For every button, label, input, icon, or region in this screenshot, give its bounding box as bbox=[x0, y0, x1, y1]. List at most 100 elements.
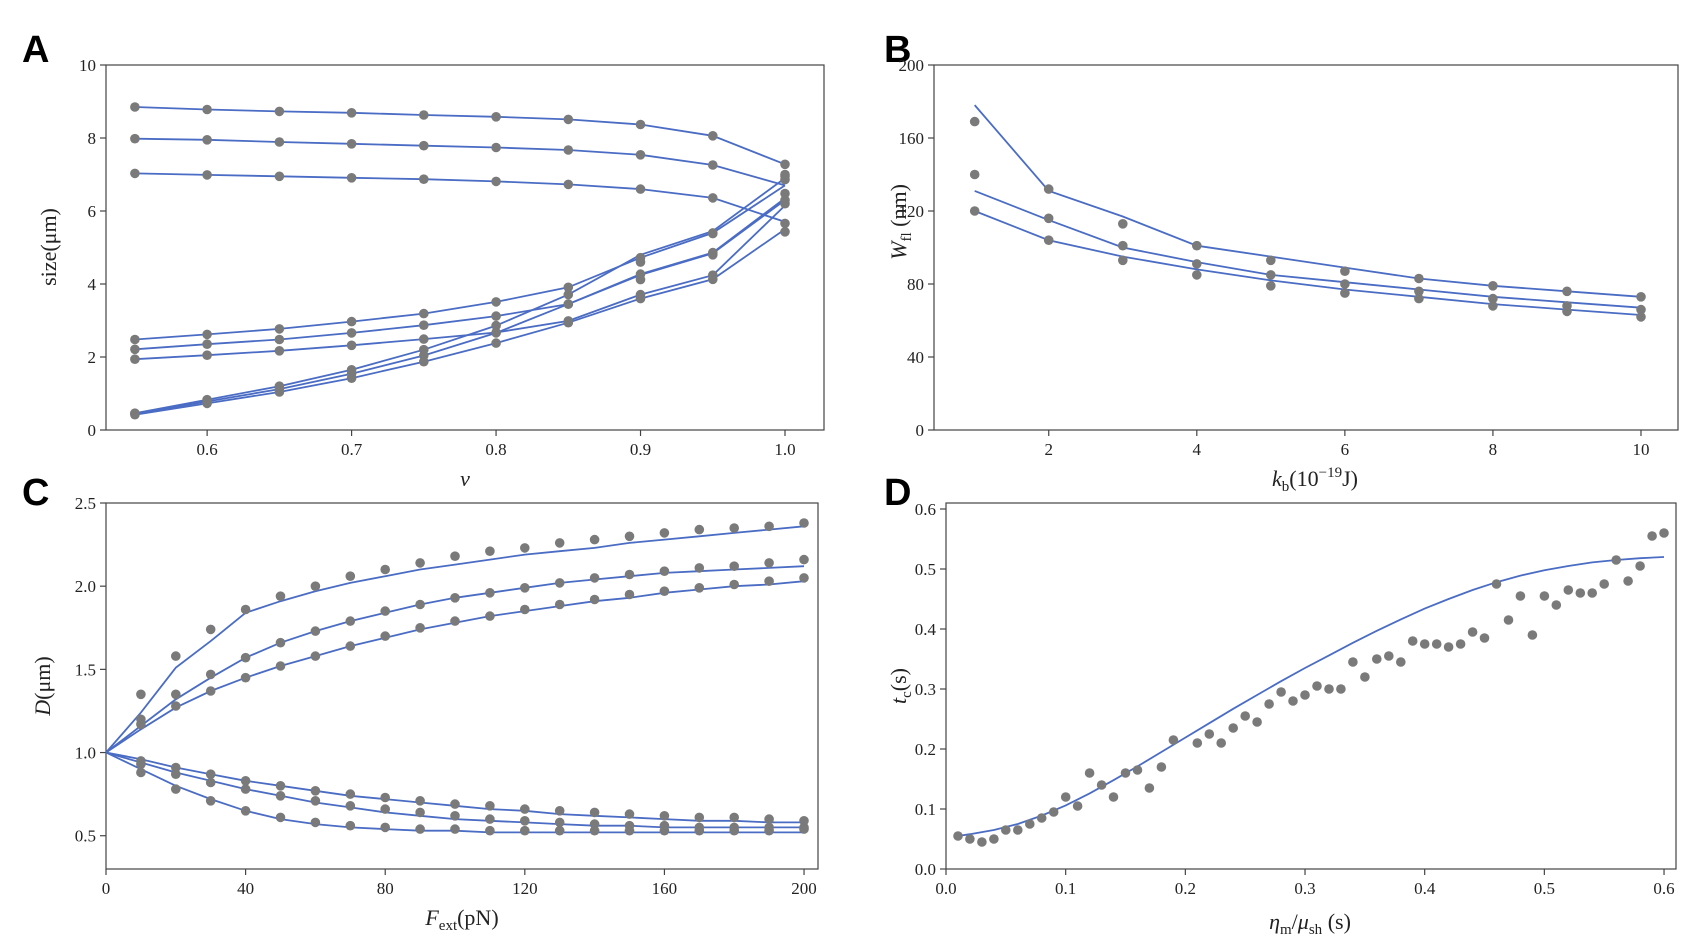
panel-d-point bbox=[1300, 690, 1310, 700]
panel-c-xlabel-main: F bbox=[424, 905, 439, 930]
panel-b-point bbox=[1266, 281, 1276, 291]
panel-d-point bbox=[1324, 684, 1334, 694]
panel-a-point bbox=[635, 293, 646, 304]
panel-a-point bbox=[780, 218, 790, 229]
panel-a-point bbox=[202, 398, 212, 409]
panel-a-point bbox=[563, 317, 574, 328]
panel-d-points bbox=[953, 528, 1669, 847]
panel-d-point bbox=[1623, 576, 1633, 586]
panel-a-xtick-label: 0.6 bbox=[197, 440, 218, 459]
panel-d-xlabel-tail: (s) bbox=[1322, 909, 1351, 934]
panel-b-line-lower bbox=[974, 210, 1642, 316]
panel-d-point bbox=[1503, 615, 1514, 625]
panel-a-point bbox=[130, 344, 140, 355]
panel-d-point bbox=[1048, 807, 1059, 817]
panel-a-point bbox=[130, 409, 140, 420]
panel-a-point bbox=[130, 133, 140, 144]
panel-c-point bbox=[171, 769, 181, 779]
panel-d-point bbox=[1479, 633, 1490, 643]
panel-c-point bbox=[589, 819, 600, 829]
panel-c-point bbox=[764, 558, 774, 568]
panel-b-point bbox=[1488, 301, 1498, 311]
panel-c-point bbox=[554, 538, 565, 548]
panel-c-xtick-label: 80 bbox=[377, 879, 394, 898]
panel-b-point bbox=[1043, 213, 1054, 224]
panel-c-point bbox=[764, 521, 774, 532]
panel-b-line-upper bbox=[974, 104, 1642, 298]
panel-b: B 2 4 6 8 10 0 40 80 120 160 200 kb(10−19J) Wfl (n… bbox=[884, 29, 1679, 495]
panel-c-ytick-label: 1.0 bbox=[75, 744, 96, 763]
panel-a-point bbox=[130, 102, 140, 112]
panel-a-point bbox=[635, 184, 646, 194]
panel-c-ytick-label: 0.5 bbox=[75, 827, 96, 846]
panel-a-point bbox=[346, 340, 357, 351]
panel-b-xlabel-main: k bbox=[1272, 466, 1283, 491]
panel-c-point bbox=[205, 796, 216, 806]
panel-d-ylabel-sub: c bbox=[899, 691, 915, 698]
panel-a-point bbox=[202, 339, 212, 350]
panel-d-point bbox=[1467, 627, 1478, 637]
panel-c-point bbox=[659, 566, 670, 576]
panel-c-points bbox=[136, 518, 809, 836]
panel-d-point bbox=[1575, 588, 1586, 598]
panel-c-point bbox=[450, 593, 460, 603]
panel-b-ytick-label: 40 bbox=[907, 348, 924, 367]
panel-b-xtick-label: 10 bbox=[1632, 440, 1649, 459]
panel-d-point bbox=[1001, 825, 1011, 835]
panel-b-ytick-label: 120 bbox=[899, 202, 925, 221]
panel-c-xlabel-tail: (pN) bbox=[457, 905, 499, 930]
panel-c-point bbox=[205, 686, 216, 696]
panel-a-point bbox=[708, 131, 718, 141]
panel-d-point bbox=[1312, 681, 1322, 691]
panel-a-point bbox=[491, 297, 501, 307]
panel-b-xlabel-mid: (10 bbox=[1289, 466, 1318, 491]
panel-c-xtick-label: 40 bbox=[237, 879, 254, 898]
panel-c-point bbox=[345, 641, 356, 651]
panel-b-curves bbox=[974, 104, 1642, 316]
panel-b-line-middle bbox=[974, 190, 1642, 309]
panel-d-xlabel-slash: / bbox=[1292, 909, 1299, 934]
panel-a-point bbox=[274, 334, 285, 345]
panel-b-point bbox=[969, 206, 980, 216]
panel-d-xlabel-b-sub: sh bbox=[1309, 922, 1323, 938]
panel-c-point bbox=[554, 578, 565, 588]
panel-a-xtick-label: 0.9 bbox=[630, 440, 651, 459]
panel-c-frame bbox=[105, 502, 819, 870]
panel-c-point bbox=[380, 804, 391, 814]
panel-d-xtick-label: 0.1 bbox=[1055, 879, 1076, 898]
panel-a-line-low-2 bbox=[134, 199, 786, 415]
panel-c-ytick-label: 1.5 bbox=[75, 660, 96, 679]
panel-b-point bbox=[1636, 292, 1646, 302]
panel-c-point bbox=[520, 816, 530, 826]
panel-a-point bbox=[635, 119, 646, 130]
panel-b-point bbox=[1414, 286, 1424, 297]
panel-d-fit-line bbox=[957, 556, 1665, 837]
panel-a-point bbox=[274, 324, 285, 334]
panel-c-ytick-label: 2.5 bbox=[75, 494, 96, 513]
panel-a-point bbox=[419, 110, 429, 120]
panel-a-point bbox=[491, 311, 501, 321]
panel-a-point bbox=[563, 299, 574, 309]
panel-a-point bbox=[419, 334, 429, 344]
panel-b-point bbox=[1340, 266, 1350, 277]
panel-d-ytick-label: 0.4 bbox=[915, 620, 937, 639]
panel-c-point bbox=[729, 579, 739, 590]
panel-c-point bbox=[136, 719, 146, 730]
panel-c-point bbox=[275, 637, 286, 648]
panel-c-point bbox=[205, 777, 216, 788]
panel-b-ytick-label: 80 bbox=[907, 275, 924, 294]
panel-a-point bbox=[780, 188, 790, 199]
panel-a-xtick-label: 0.7 bbox=[341, 440, 363, 459]
panel-d-point bbox=[1096, 780, 1107, 790]
panel-c-point bbox=[554, 825, 565, 836]
panel-a-point bbox=[563, 289, 574, 300]
panel-c-point bbox=[624, 589, 635, 600]
panel-c-point bbox=[485, 801, 495, 811]
panel-letter-c: C bbox=[22, 472, 49, 514]
panel-b-point bbox=[969, 116, 980, 127]
panel-a-point bbox=[563, 282, 574, 293]
panel-c-point bbox=[485, 825, 495, 836]
panel-c-point bbox=[240, 806, 251, 816]
panel-c-point bbox=[345, 820, 356, 831]
